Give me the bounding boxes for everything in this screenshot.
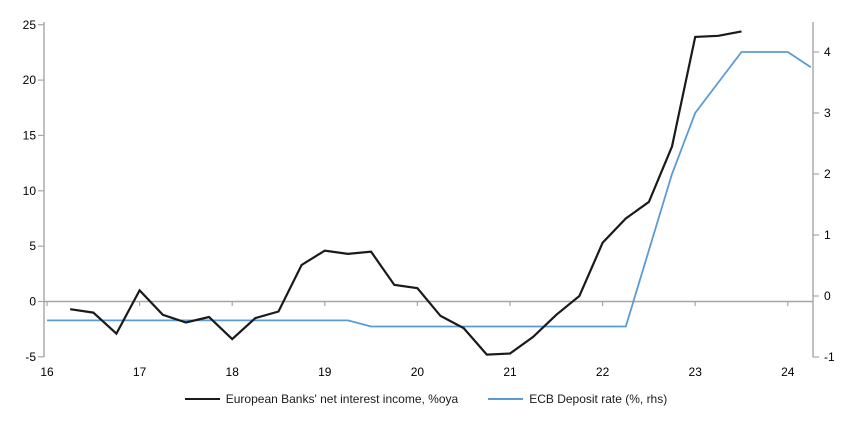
left-axis-tick-label: 25 — [23, 18, 37, 32]
nii-line-swatch — [184, 398, 220, 400]
right-axis-tick-label: 1 — [824, 228, 831, 242]
legend-label-ecb: ECB Deposit rate (%, rhs) — [529, 392, 668, 406]
ecb-line-swatch — [488, 398, 524, 400]
left-axis-tick-label: -5 — [25, 350, 36, 364]
left-axis-tick-label: 5 — [29, 239, 36, 253]
legend-label-nii: European Banks' net interest income, %oy… — [225, 392, 459, 406]
x-axis-tick-label: 19 — [318, 365, 332, 379]
legend-item-ecb: ECB Deposit rate (%, rhs) — [488, 392, 667, 406]
x-axis-tick-label: 22 — [596, 365, 610, 379]
left-axis-tick-label: 20 — [23, 73, 37, 87]
x-axis-tick-label: 16 — [40, 365, 54, 379]
left-axis-tick-label: 10 — [23, 184, 37, 198]
right-axis-tick-label: 4 — [824, 45, 831, 59]
right-axis-tick-label: 0 — [824, 289, 831, 303]
left-axis-tick-label: 15 — [23, 128, 37, 142]
legend-item-nii: European Banks' net interest income, %oy… — [184, 392, 459, 406]
x-axis-tick-label: 20 — [411, 365, 425, 379]
chart-legend: European Banks' net interest income, %oy… — [0, 392, 852, 406]
x-axis-tick-label: 18 — [226, 365, 240, 379]
nii-series-line — [70, 30, 742, 356]
left-axis-tick-label: 0 — [29, 295, 36, 309]
right-axis-tick-label: 2 — [824, 167, 831, 181]
ecb-series-line — [47, 51, 812, 328]
x-axis-tick-label: 21 — [503, 365, 517, 379]
x-axis-tick-label: 17 — [133, 365, 147, 379]
right-axis-tick-label: 3 — [824, 106, 831, 120]
right-axis-tick-label: -1 — [824, 350, 835, 364]
x-axis-tick-label: 23 — [689, 365, 703, 379]
x-axis-tick-label: 24 — [781, 365, 795, 379]
